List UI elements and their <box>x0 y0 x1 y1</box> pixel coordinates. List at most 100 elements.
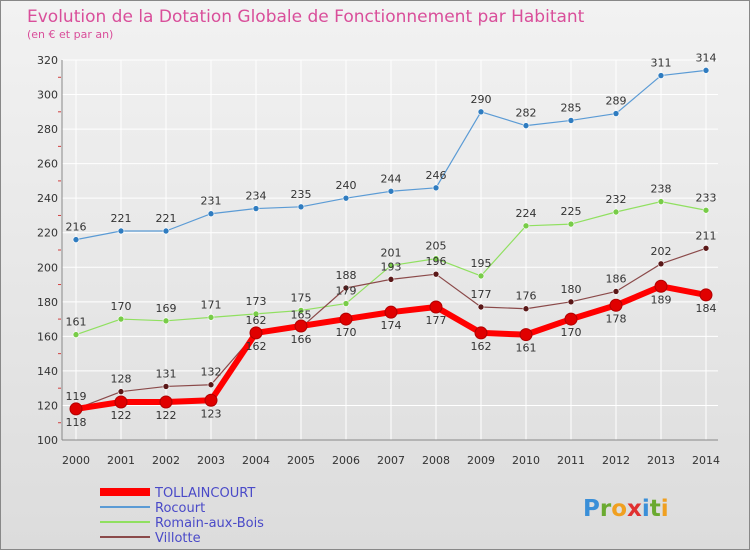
data-point-romain-aux-bois <box>72 331 80 338</box>
data-label: 162 <box>246 340 267 353</box>
data-point-tollaincourt <box>429 300 443 314</box>
data-point-rocourt <box>207 210 215 218</box>
y-tick-label: 200 <box>37 261 58 274</box>
data-label: 211 <box>696 229 717 242</box>
data-label: 170 <box>336 326 357 339</box>
data-point-tollaincourt <box>654 279 668 293</box>
data-label: 202 <box>651 245 672 258</box>
data-label: 240 <box>336 179 357 192</box>
data-label: 205 <box>426 240 447 253</box>
data-label: 221 <box>156 212 177 225</box>
data-label: 285 <box>561 101 582 114</box>
y-tick-label: 140 <box>37 365 58 378</box>
data-point-tollaincourt <box>159 395 173 409</box>
y-tick-label: 220 <box>37 227 58 240</box>
data-point-villotte <box>207 381 215 389</box>
data-label: 179 <box>336 285 357 298</box>
brand-text: Proxiti <box>583 496 669 522</box>
data-point-villotte <box>657 260 665 268</box>
data-point-villotte <box>342 284 350 292</box>
data-point-villotte <box>567 298 575 306</box>
series-layer <box>69 67 713 416</box>
data-point-tollaincourt <box>384 305 398 319</box>
data-label: 233 <box>696 191 717 204</box>
data-label: 171 <box>201 298 222 311</box>
data-label: 173 <box>246 295 267 308</box>
data-point-romain-aux-bois <box>522 222 530 230</box>
data-label: 161 <box>66 316 87 329</box>
data-label: 176 <box>516 290 537 303</box>
data-point-rocourt <box>702 67 710 74</box>
data-point-tollaincourt <box>114 395 128 409</box>
legend-label: TOLLAINCOURT <box>154 486 255 501</box>
data-point-villotte <box>432 270 440 278</box>
data-label: 246 <box>426 169 447 182</box>
data-point-tollaincourt <box>294 319 308 333</box>
data-label: 289 <box>606 95 627 108</box>
y-tick-label: 260 <box>37 158 58 171</box>
x-tick-label: 2007 <box>377 454 405 467</box>
data-label: 196 <box>426 255 447 268</box>
data-label: 178 <box>606 312 627 325</box>
data-label: 162 <box>246 314 267 327</box>
data-point-villotte <box>162 383 170 390</box>
data-label: 169 <box>156 302 177 315</box>
data-label: 238 <box>651 183 672 196</box>
data-labels: 118 122 122 123 162 166 170 174 177 162 161 170 178 1… <box>66 51 717 429</box>
y-tick-label: 180 <box>37 296 58 309</box>
data-label: 189 <box>651 293 672 306</box>
x-tick-label: 2006 <box>332 454 360 467</box>
x-tick-label: 2005 <box>287 454 315 467</box>
data-point-tollaincourt <box>699 288 713 302</box>
data-label: 180 <box>561 283 582 296</box>
data-point-rocourt <box>612 110 620 117</box>
y-tick-label: 100 <box>37 434 58 447</box>
data-label: 184 <box>696 302 717 315</box>
data-label: 201 <box>381 247 402 260</box>
data-label: 282 <box>516 107 537 120</box>
data-point-romain-aux-bois <box>162 317 170 325</box>
data-label: 234 <box>246 190 267 203</box>
data-label: 128 <box>111 373 132 386</box>
x-tick-label: 2004 <box>242 454 270 467</box>
axes: 100 120 140 160 180 200 220 240 260 280 300 320 2000… <box>37 54 720 467</box>
data-point-romain-aux-bois <box>342 300 350 307</box>
data-point-rocourt <box>432 184 440 192</box>
data-point-tollaincourt <box>519 328 533 342</box>
grid <box>62 59 718 441</box>
data-point-rocourt <box>297 203 305 211</box>
data-point-rocourt <box>342 194 350 202</box>
x-tick-label: 2014 <box>692 454 720 467</box>
x-tick-label: 2003 <box>197 454 225 467</box>
data-label: 188 <box>336 269 357 282</box>
data-point-rocourt <box>477 108 485 116</box>
legend-label: Villotte <box>155 531 201 546</box>
data-point-rocourt <box>72 236 80 243</box>
y-tick-label: 320 <box>37 54 58 67</box>
data-point-romain-aux-bois <box>612 208 620 216</box>
data-point-tollaincourt <box>204 393 218 407</box>
data-label: 118 <box>66 416 87 429</box>
x-tick-label: 2012 <box>602 454 630 467</box>
x-tick-label: 2001 <box>107 454 135 467</box>
data-point-rocourt <box>522 122 530 129</box>
data-label: 235 <box>291 188 312 201</box>
data-label: 165 <box>291 309 312 322</box>
data-label: 221 <box>111 212 132 225</box>
data-label: 314 <box>696 51 717 64</box>
data-label: 216 <box>66 221 87 234</box>
data-label: 122 <box>111 409 132 422</box>
data-label: 225 <box>561 205 582 218</box>
data-point-tollaincourt <box>249 326 263 340</box>
data-point-villotte <box>522 305 530 313</box>
data-label: 186 <box>606 272 627 285</box>
data-point-romain-aux-bois <box>207 314 215 321</box>
data-point-rocourt <box>387 187 395 195</box>
data-point-villotte <box>387 276 395 283</box>
data-point-tollaincourt <box>339 312 353 326</box>
data-label: 244 <box>381 172 402 185</box>
x-tick-label: 2010 <box>512 454 540 467</box>
data-label: 224 <box>516 207 537 220</box>
